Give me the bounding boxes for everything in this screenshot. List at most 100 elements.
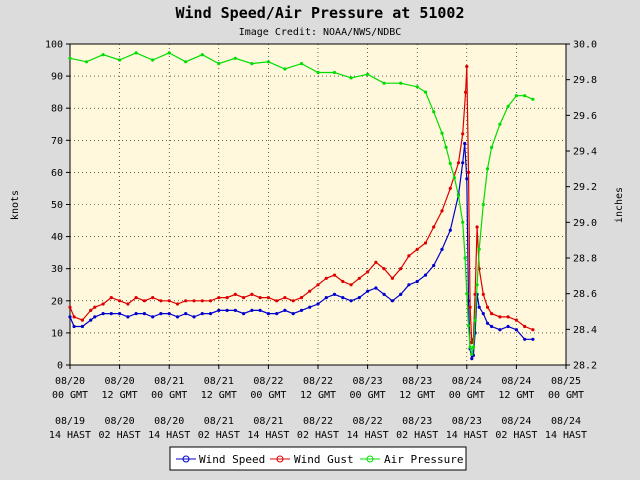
data-point-wind-speed — [101, 312, 105, 316]
data-point-wind-speed — [349, 299, 353, 303]
tick-label-right: 29.6 — [573, 111, 597, 122]
data-point-air-pressure — [468, 345, 472, 349]
tick-label-local-date: 08/20 — [154, 416, 184, 427]
legend-box — [169, 446, 467, 471]
data-point-wind-speed — [291, 312, 295, 316]
data-point-wind-gust — [374, 260, 378, 264]
data-point-wind-speed — [225, 308, 229, 312]
data-point-wind-speed — [208, 312, 213, 316]
data-point-air-pressure — [184, 60, 188, 64]
data-point-air-pressure — [475, 283, 479, 287]
data-point-air-pressure — [473, 318, 477, 322]
data-point-wind-gust — [490, 312, 494, 316]
tick-label-local-hour: 14 HAST — [148, 430, 190, 441]
data-point-wind-speed — [192, 315, 196, 319]
data-point-wind-gust — [192, 299, 196, 303]
tick-label-local-hour: 02 HAST — [495, 430, 537, 441]
data-point-wind-speed — [485, 321, 490, 325]
data-point-air-pressure — [423, 90, 428, 94]
data-point-air-pressure — [440, 131, 444, 135]
tick-label-left: 40 — [51, 232, 63, 243]
data-point-wind-speed — [332, 292, 337, 296]
data-point-wind-gust — [184, 299, 188, 303]
tick-label-local-hour: 14 HAST — [49, 430, 91, 441]
data-point-wind-speed — [217, 308, 221, 312]
data-point-wind-gust — [118, 299, 122, 303]
data-point-wind-speed — [448, 228, 452, 232]
data-point-wind-gust — [80, 318, 84, 322]
data-point-wind-gust — [208, 299, 213, 303]
tick-label-local-hour: 14 HAST — [347, 430, 389, 441]
tick-label-gmt-date: 08/22 — [253, 376, 283, 387]
data-point-air-pressure — [481, 202, 485, 207]
data-point-wind-speed — [200, 312, 204, 316]
data-point-wind-gust — [324, 276, 328, 280]
data-point-wind-speed — [159, 312, 163, 316]
data-point-wind-speed — [134, 312, 138, 316]
data-point-wind-speed — [258, 308, 262, 312]
data-point-air-pressure — [432, 110, 436, 114]
tick-label-local-date: 08/23 — [452, 416, 482, 427]
data-point-wind-speed — [89, 318, 93, 322]
data-point-wind-gust — [448, 186, 452, 190]
chart-subtitle: Image Credit: NOAA/NWS/NDBC — [239, 27, 402, 38]
data-point-wind-speed — [498, 328, 502, 332]
data-point-wind-gust — [399, 267, 403, 271]
data-point-wind-gust — [126, 302, 130, 306]
data-point-wind-gust — [481, 292, 485, 296]
data-point-wind-speed — [175, 315, 180, 319]
data-point-wind-gust — [382, 267, 386, 271]
data-point-wind-speed — [324, 296, 328, 300]
data-point-wind-speed — [80, 324, 84, 329]
data-point-wind-gust — [341, 279, 345, 284]
data-point-air-pressure — [316, 70, 320, 75]
tick-label-local-hour: 02 HAST — [297, 430, 339, 441]
data-point-wind-speed — [481, 312, 485, 316]
tick-label-gmt-hour: 12 GMT — [201, 390, 237, 401]
tick-label-gmt-date: 08/24 — [452, 376, 482, 387]
tick-label-left: 50 — [51, 200, 63, 211]
data-point-wind-speed — [118, 312, 122, 316]
data-point-wind-gust — [506, 315, 510, 319]
data-point-wind-gust — [465, 64, 469, 69]
tick-label-right: 29.8 — [573, 75, 597, 86]
tick-label-right: 29.4 — [573, 147, 597, 158]
data-point-wind-speed — [167, 312, 171, 316]
data-point-wind-gust — [89, 308, 93, 312]
data-point-air-pressure — [456, 194, 461, 198]
data-point-wind-gust — [366, 270, 370, 274]
data-point-wind-speed — [382, 292, 386, 296]
legend-label-wind-gust: Wind Gust — [294, 453, 354, 466]
data-point-wind-speed — [142, 312, 146, 316]
data-point-wind-gust — [250, 292, 254, 296]
data-point-air-pressure — [466, 324, 471, 328]
legend-marker-wind-gust — [276, 455, 284, 463]
data-point-air-pressure — [134, 51, 138, 55]
data-point-wind-speed — [184, 312, 188, 316]
data-point-wind-gust — [175, 302, 180, 306]
data-point-air-pressure — [448, 161, 452, 166]
data-point-air-pressure — [444, 145, 448, 149]
tick-label-gmt-hour: 12 GMT — [300, 390, 336, 401]
y-axis-right-label: inches — [614, 187, 625, 223]
data-point-air-pressure — [200, 53, 204, 57]
tick-label-local-date: 08/24 — [501, 416, 531, 427]
tick-label-right: 29.2 — [573, 182, 597, 193]
data-point-wind-gust — [109, 296, 113, 300]
data-point-wind-gust — [200, 299, 204, 303]
data-point-wind-gust — [461, 132, 465, 136]
data-point-wind-speed — [126, 315, 130, 319]
tick-label-right: 30.0 — [573, 40, 597, 51]
tick-label-local-date: 08/23 — [402, 416, 432, 427]
data-point-wind-speed — [490, 324, 494, 329]
tick-label-right: 28.6 — [573, 289, 597, 300]
data-point-air-pressure — [415, 85, 419, 89]
tick-label-left: 90 — [51, 72, 63, 83]
legend: Wind Speed Wind Gust Air Pressure — [169, 446, 467, 471]
data-point-air-pressure — [463, 256, 467, 260]
tick-label-right: 29.0 — [573, 218, 597, 229]
tick-label-local-date: 08/22 — [303, 416, 333, 427]
data-point-wind-speed — [432, 263, 436, 268]
legend-label-air-pressure: Air Pressure — [384, 453, 463, 466]
tick-label-gmt-hour: 00 GMT — [250, 390, 286, 401]
